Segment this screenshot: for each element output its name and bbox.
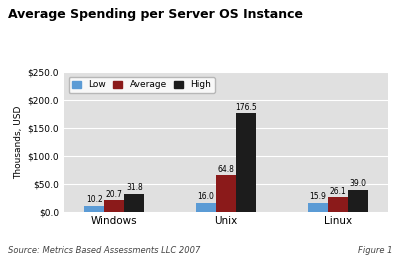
Text: 176.5: 176.5 xyxy=(235,103,257,112)
Text: 39.0: 39.0 xyxy=(349,179,366,188)
Text: 20.7: 20.7 xyxy=(106,190,123,199)
Text: 10.2: 10.2 xyxy=(86,196,102,205)
Text: Figure 1: Figure 1 xyxy=(358,246,392,255)
Bar xyxy=(196,203,216,212)
Y-axis label: Thousands, USD: Thousands, USD xyxy=(14,105,23,179)
Text: Average Spending per Server OS Instance: Average Spending per Server OS Instance xyxy=(8,8,303,21)
Text: 16.0: 16.0 xyxy=(198,192,214,201)
Bar xyxy=(84,206,104,212)
Text: 31.8: 31.8 xyxy=(126,183,143,192)
Text: 26.1: 26.1 xyxy=(329,187,346,196)
Text: 64.8: 64.8 xyxy=(218,165,234,174)
Bar xyxy=(236,113,256,212)
Bar xyxy=(308,203,328,212)
Text: Source: Metrics Based Assessments LLC 2007: Source: Metrics Based Assessments LLC 20… xyxy=(8,246,200,255)
Bar xyxy=(104,200,124,212)
Bar xyxy=(328,197,348,212)
Bar xyxy=(216,175,236,212)
Legend: Low, Average, High: Low, Average, High xyxy=(68,77,215,93)
Bar xyxy=(124,194,144,212)
Text: 15.9: 15.9 xyxy=(309,192,326,201)
Bar xyxy=(348,190,368,212)
